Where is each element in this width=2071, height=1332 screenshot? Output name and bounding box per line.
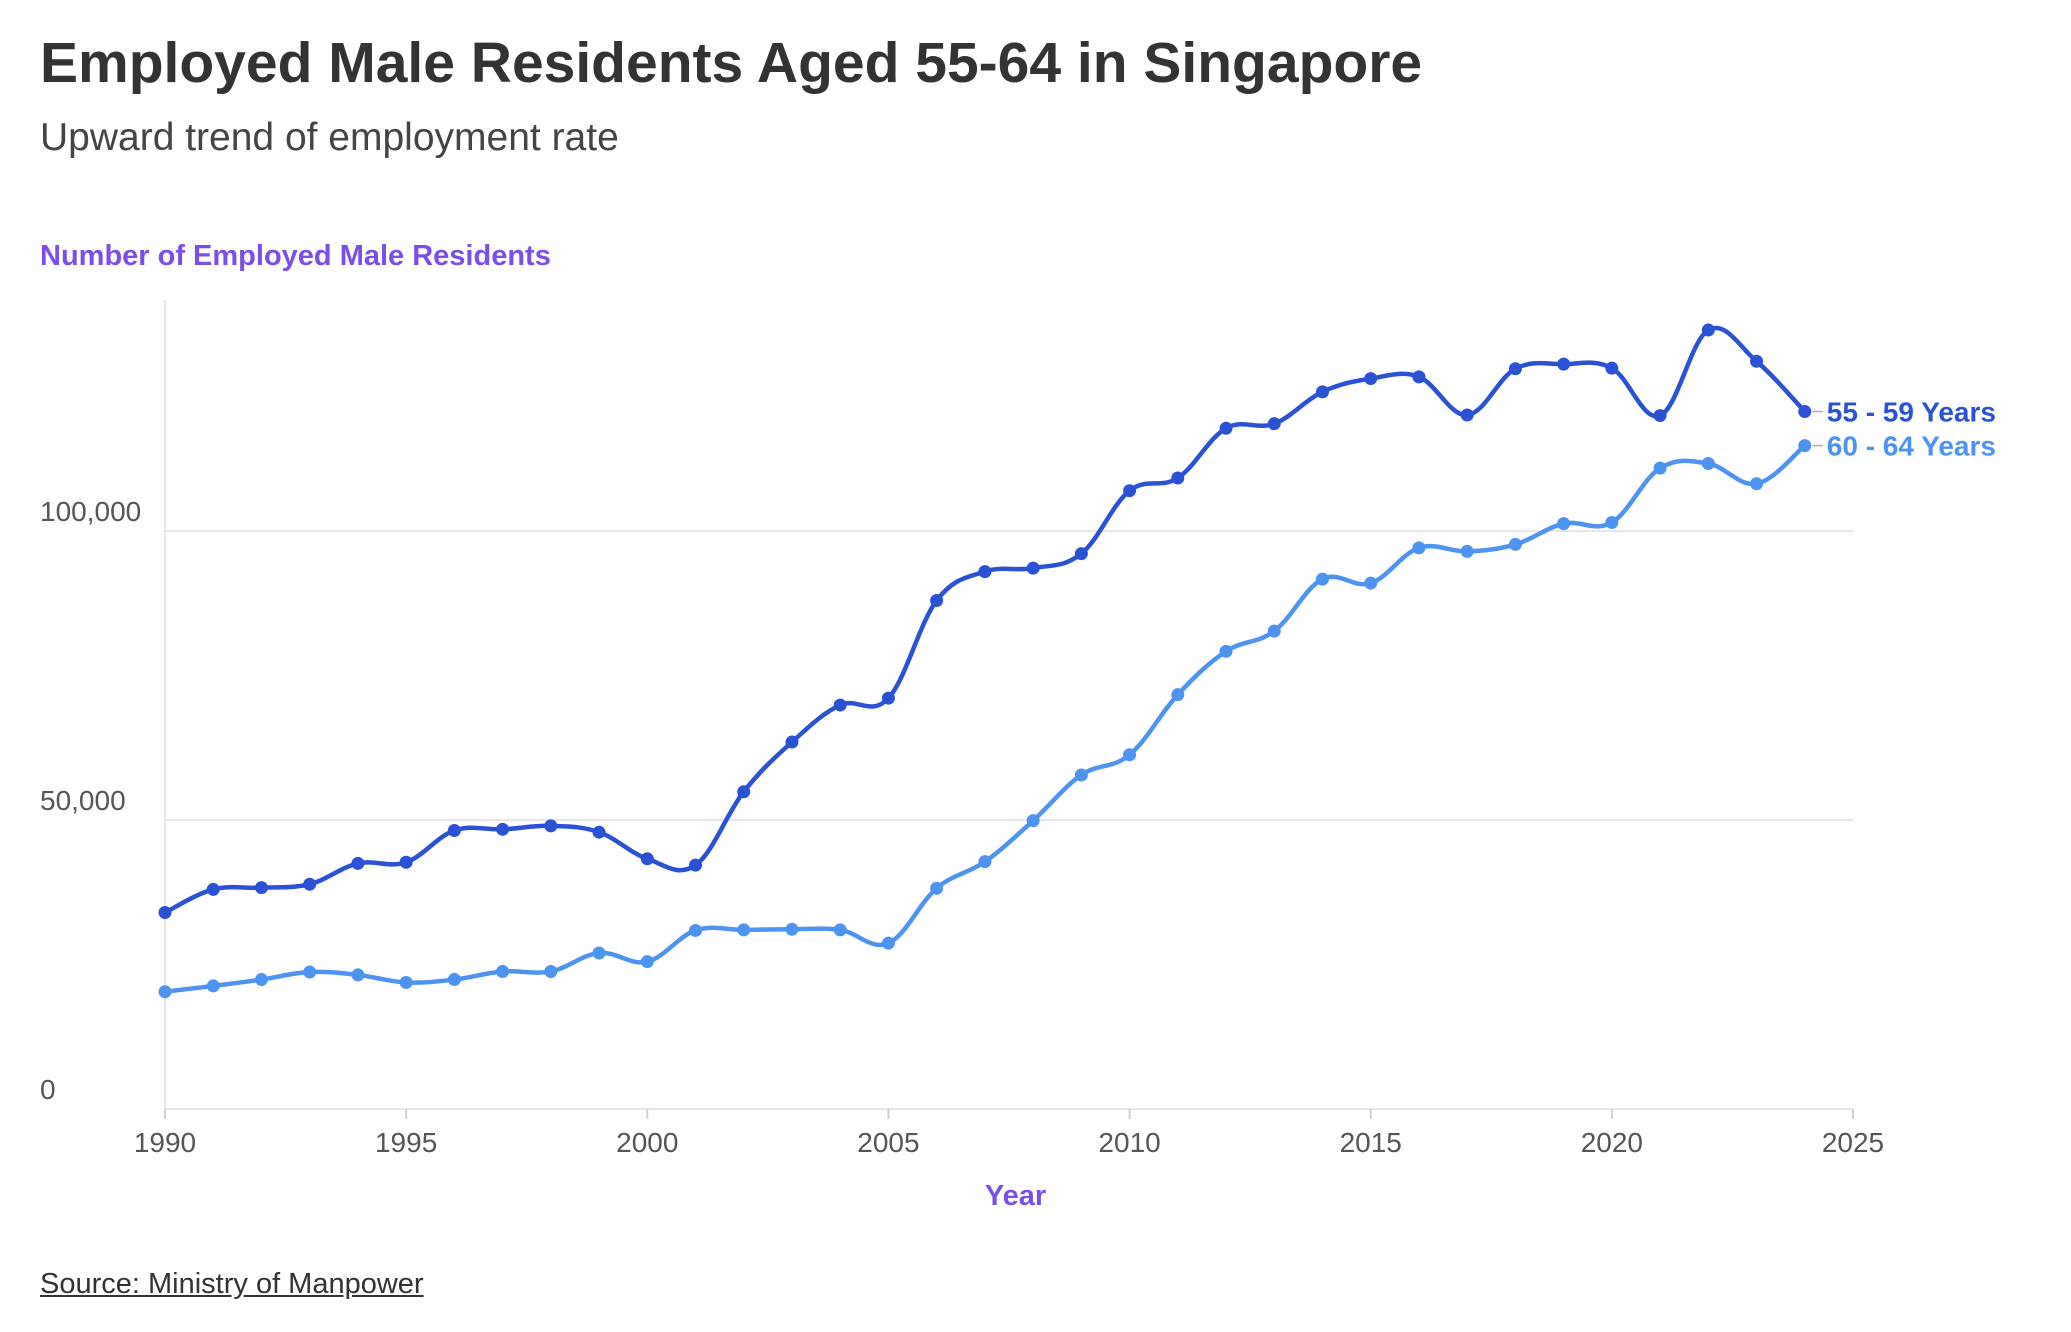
data-point[interactable] bbox=[640, 852, 654, 866]
data-point[interactable] bbox=[1653, 409, 1667, 423]
x-tick-label: 2005 bbox=[857, 1127, 919, 1158]
data-point[interactable] bbox=[592, 946, 606, 960]
data-point[interactable] bbox=[496, 964, 510, 978]
series-55-59: 55 - 59 Years bbox=[158, 323, 1996, 920]
data-point[interactable] bbox=[978, 855, 992, 869]
data-point[interactable] bbox=[1508, 537, 1522, 551]
data-point[interactable] bbox=[1412, 541, 1426, 555]
data-point[interactable] bbox=[1605, 515, 1619, 529]
x-tick-label: 2025 bbox=[1822, 1127, 1884, 1158]
chart-subtitle: Upward trend of employment rate bbox=[40, 116, 619, 159]
data-point[interactable] bbox=[399, 855, 413, 869]
y-axis-label: Number of Employed Male Residents bbox=[40, 240, 551, 272]
series-end-label: 55 - 59 Years bbox=[1827, 397, 1996, 428]
y-tick-label: 100,000 bbox=[40, 496, 141, 527]
data-point[interactable] bbox=[1653, 461, 1667, 475]
data-point[interactable] bbox=[447, 973, 461, 987]
data-point[interactable] bbox=[1123, 484, 1137, 498]
data-point[interactable] bbox=[1315, 385, 1329, 399]
data-point[interactable] bbox=[1074, 768, 1088, 782]
data-point[interactable] bbox=[881, 691, 895, 705]
data-point[interactable] bbox=[496, 822, 510, 836]
data-point[interactable] bbox=[833, 698, 847, 712]
data-point[interactable] bbox=[1557, 357, 1571, 371]
x-tick-label: 2015 bbox=[1340, 1127, 1402, 1158]
data-point[interactable] bbox=[1701, 457, 1715, 471]
data-point[interactable] bbox=[1750, 477, 1764, 491]
data-point[interactable] bbox=[544, 964, 558, 978]
x-tick-label: 2000 bbox=[616, 1127, 678, 1158]
data-point[interactable] bbox=[447, 823, 461, 837]
source-link[interactable]: Source: Ministry of Manpower bbox=[40, 1268, 424, 1300]
data-point[interactable] bbox=[978, 565, 992, 579]
data-point[interactable] bbox=[1267, 417, 1281, 431]
data-point[interactable] bbox=[1412, 370, 1426, 384]
data-point[interactable] bbox=[1219, 644, 1233, 658]
data-point[interactable] bbox=[1171, 688, 1185, 702]
data-point[interactable] bbox=[1219, 421, 1233, 435]
y-tick-label: 0 bbox=[40, 1074, 56, 1105]
data-point[interactable] bbox=[158, 906, 172, 920]
data-point[interactable] bbox=[254, 881, 268, 895]
data-point[interactable] bbox=[640, 955, 654, 969]
data-point[interactable] bbox=[351, 856, 365, 870]
data-point[interactable] bbox=[1750, 354, 1764, 368]
series-line bbox=[162, 443, 1808, 994]
data-point[interactable] bbox=[930, 593, 944, 607]
data-point[interactable] bbox=[1123, 748, 1137, 762]
data-point[interactable] bbox=[689, 858, 703, 872]
data-point[interactable] bbox=[351, 968, 365, 982]
x-axis-label: Year bbox=[984, 1180, 1047, 1212]
data-point[interactable] bbox=[158, 985, 172, 999]
data-point[interactable] bbox=[1171, 471, 1185, 485]
data-point[interactable] bbox=[399, 975, 413, 989]
data-point[interactable] bbox=[1074, 547, 1088, 561]
data-point[interactable] bbox=[254, 973, 268, 987]
series-end-label: 60 - 64 Years bbox=[1827, 431, 1996, 462]
data-point[interactable] bbox=[833, 923, 847, 937]
axis-layer: 0 50,000 100,000 1990 1995 2000 2005 2010 2015 20… bbox=[40, 300, 1884, 1158]
data-point[interactable] bbox=[1267, 624, 1281, 638]
data-point[interactable] bbox=[592, 825, 606, 839]
x-tick-label: 2020 bbox=[1581, 1127, 1643, 1158]
data-point[interactable] bbox=[206, 882, 220, 896]
data-point[interactable] bbox=[1026, 814, 1040, 828]
data-point[interactable] bbox=[1557, 517, 1571, 531]
data-point[interactable] bbox=[1798, 439, 1812, 453]
y-tick-label: 50,000 bbox=[40, 785, 126, 816]
data-point[interactable] bbox=[785, 922, 799, 936]
x-tick-label: 1995 bbox=[375, 1127, 437, 1158]
x-tick-label: 2010 bbox=[1098, 1127, 1160, 1158]
data-point[interactable] bbox=[930, 881, 944, 895]
data-point[interactable] bbox=[1364, 576, 1378, 590]
series-60-64: 60 - 64 Years bbox=[158, 431, 1996, 999]
data-point[interactable] bbox=[1508, 362, 1522, 376]
data-point[interactable] bbox=[1315, 572, 1329, 586]
chart-title: Employed Male Residents Aged 55-64 in Si… bbox=[40, 31, 1423, 95]
grid-layer bbox=[165, 530, 1853, 822]
data-point[interactable] bbox=[689, 923, 703, 937]
data-point[interactable] bbox=[737, 785, 751, 799]
data-point[interactable] bbox=[1701, 323, 1715, 337]
x-tick-label: 1990 bbox=[134, 1127, 196, 1158]
series-line bbox=[162, 325, 1808, 915]
data-point[interactable] bbox=[1460, 408, 1474, 422]
data-point[interactable] bbox=[544, 819, 558, 833]
data-point[interactable] bbox=[1364, 372, 1378, 386]
data-point[interactable] bbox=[737, 923, 751, 937]
data-point[interactable] bbox=[303, 877, 317, 891]
data-point[interactable] bbox=[206, 979, 220, 993]
data-point[interactable] bbox=[881, 936, 895, 950]
data-point[interactable] bbox=[785, 735, 799, 749]
data-point[interactable] bbox=[1026, 561, 1040, 575]
data-point[interactable] bbox=[1605, 361, 1619, 375]
data-point[interactable] bbox=[1460, 544, 1474, 558]
data-point[interactable] bbox=[303, 965, 317, 979]
data-point[interactable] bbox=[1798, 405, 1812, 419]
